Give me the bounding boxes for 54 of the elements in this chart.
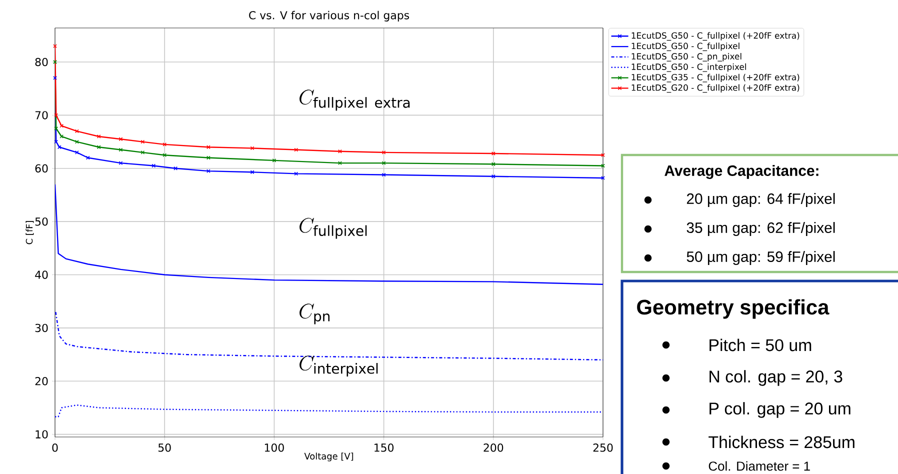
point (206, 145, 210, 150)
legend-label: 1EcutDS_G50 - C_interpixel (632, 63, 746, 72)
x-axis-title: Voltage [V] (304, 452, 354, 462)
y-axis-title: C [fF] (26, 221, 34, 244)
point (491, 174, 496, 178)
annotation: $C_{\mathrm{fullpixel}}$ (300, 218, 367, 239)
point (382, 172, 386, 177)
text: Average Capacitance: (664, 164, 818, 179)
point (60, 134, 64, 138)
y-tick-label: 70 (35, 111, 48, 120)
y-tick-label: 10 (36, 430, 48, 438)
point (96, 145, 101, 150)
line-series (55, 404, 604, 418)
legend-label: 1EcutDS_G20 - C_fullpixel (+20fF extra) (632, 84, 800, 93)
y-tick-label: 30 (35, 324, 48, 332)
x-tick-label: 150 (374, 444, 394, 452)
text: Geometry specifica (637, 299, 830, 319)
point (338, 161, 342, 166)
y-tick-label: 50 (35, 217, 48, 226)
text: Thickness = 285um (708, 436, 854, 448)
annotation: $C_{\mathrm{fullpixel\ extra}}$ (300, 90, 410, 111)
text: 50 µm gap: 59 fF/pixel (686, 251, 835, 265)
point (250, 146, 254, 150)
text: N col. gap = 20, 3 (710, 370, 842, 386)
x-tick-label: 200 (484, 444, 504, 452)
text: Pitch = 50 um (710, 338, 812, 352)
x-tick-label: 100 (264, 444, 284, 452)
legend-label: 1EcutDS_G50 - C_fullpixel (632, 42, 740, 52)
y-tick-label: 60 (35, 164, 48, 173)
point (74, 150, 79, 154)
y-tick-label: 80 (35, 58, 48, 66)
x-tick-label: 0 (52, 444, 58, 452)
annotation: $C_{\mathrm{pn}}$ (300, 304, 330, 324)
chart-title: C vs. V for various n-col gaps (249, 10, 410, 22)
point (206, 169, 210, 174)
point (174, 166, 178, 170)
x-tick-label: 250 (593, 444, 613, 452)
line-series (55, 184, 604, 285)
text: P col. gap = 20 um (710, 402, 850, 418)
x-tick-label: 50 (158, 444, 171, 452)
text: 20 µm gap: 64 fF/pixel (686, 193, 835, 207)
point (57, 145, 62, 150)
text: 35 µm gap: 62 fF/pixel (686, 222, 835, 236)
y-tick-label: 20 (35, 377, 48, 386)
point (491, 162, 496, 166)
legend-label: 1EcutDS_G35 - C_fullpixel (+20fF extra) (632, 74, 800, 82)
legend-label: 1EcutDS_G50 - C_pn_pixel (632, 52, 742, 62)
y-tick-label: 40 (35, 270, 48, 279)
legend-label: 1EcutDS_G50 - C_fullpixel (+20fF extra) (632, 32, 800, 41)
point (140, 140, 145, 144)
annotation: $C_{\mathrm{interpixel}}$ (300, 356, 378, 376)
point (162, 153, 167, 158)
text: Col. Diameter = 1 (708, 461, 810, 471)
point (118, 148, 123, 152)
